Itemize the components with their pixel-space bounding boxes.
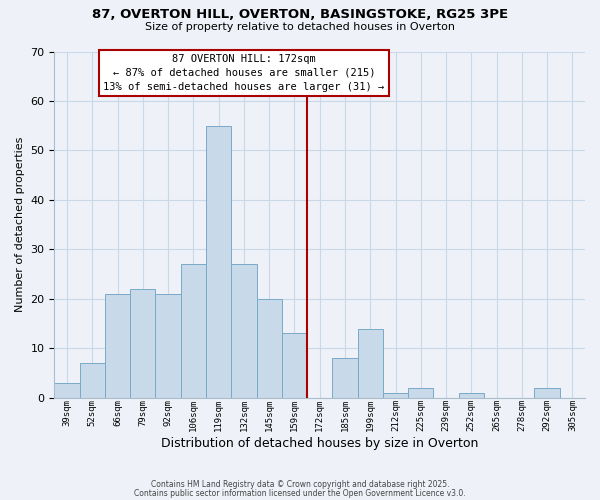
Bar xyxy=(130,289,155,398)
Bar xyxy=(55,383,80,398)
Bar xyxy=(105,294,130,398)
Bar xyxy=(408,388,433,398)
Bar xyxy=(206,126,231,398)
Bar xyxy=(257,299,282,398)
Bar xyxy=(80,363,105,398)
Bar xyxy=(181,264,206,398)
Bar xyxy=(535,388,560,398)
Bar xyxy=(383,393,408,398)
Bar xyxy=(231,264,257,398)
Y-axis label: Number of detached properties: Number of detached properties xyxy=(15,137,25,312)
X-axis label: Distribution of detached houses by size in Overton: Distribution of detached houses by size … xyxy=(161,437,478,450)
Text: Contains HM Land Registry data © Crown copyright and database right 2025.: Contains HM Land Registry data © Crown c… xyxy=(151,480,449,489)
Text: Size of property relative to detached houses in Overton: Size of property relative to detached ho… xyxy=(145,22,455,32)
Bar xyxy=(358,328,383,398)
Bar xyxy=(282,334,307,398)
Bar xyxy=(332,358,358,398)
Bar xyxy=(155,294,181,398)
Bar xyxy=(458,393,484,398)
Text: 87, OVERTON HILL, OVERTON, BASINGSTOKE, RG25 3PE: 87, OVERTON HILL, OVERTON, BASINGSTOKE, … xyxy=(92,8,508,20)
Text: Contains public sector information licensed under the Open Government Licence v3: Contains public sector information licen… xyxy=(134,488,466,498)
Text: 87 OVERTON HILL: 172sqm
← 87% of detached houses are smaller (215)
13% of semi-d: 87 OVERTON HILL: 172sqm ← 87% of detache… xyxy=(103,54,385,92)
